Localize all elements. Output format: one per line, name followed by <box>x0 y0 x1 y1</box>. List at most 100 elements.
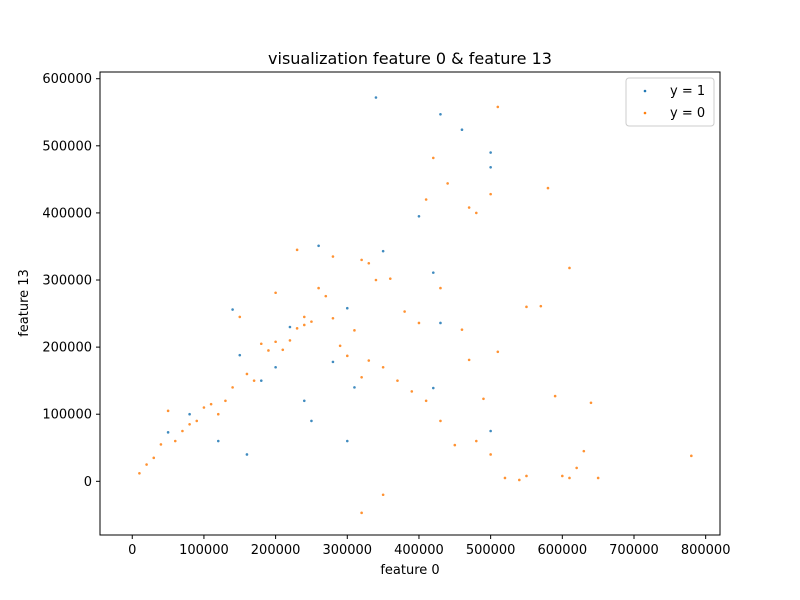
chart-title: visualization feature 0 & feature 13 <box>268 49 552 68</box>
data-point-y0 <box>518 478 521 482</box>
data-point-y0 <box>310 320 313 323</box>
data-point-y1 <box>417 214 421 218</box>
data-point-y0 <box>252 379 256 382</box>
x-tick-label: 400000 <box>394 543 444 558</box>
data-point-y0 <box>496 350 500 354</box>
data-point-y0 <box>403 310 406 313</box>
data-point-y0 <box>525 305 528 309</box>
data-point-y0 <box>589 401 593 405</box>
data-point-y0 <box>231 386 234 389</box>
data-point-y0 <box>353 329 356 332</box>
x-tick-label: 700000 <box>609 543 659 558</box>
y-axis-label: feature 13 <box>17 269 32 337</box>
data-point-y0 <box>302 315 306 319</box>
x-tick-label: 200000 <box>251 543 301 558</box>
x-tick-label: 100000 <box>179 543 229 558</box>
data-point-y0 <box>145 463 148 466</box>
data-point-y0 <box>209 402 213 406</box>
data-point-y0 <box>553 394 557 398</box>
data-point-y0 <box>575 466 578 470</box>
data-point-y1 <box>259 379 263 382</box>
data-point-y0 <box>338 344 342 348</box>
data-point-y0 <box>489 192 492 196</box>
x-tick-label: 600000 <box>537 543 587 558</box>
data-point-y0 <box>374 278 378 282</box>
plot-frame <box>99 71 721 536</box>
data-point-y0 <box>166 409 170 413</box>
data-point-y0 <box>360 258 363 262</box>
data-point-y0 <box>274 291 277 295</box>
data-point-y1 <box>489 151 492 154</box>
data-point-y0 <box>539 304 543 308</box>
data-point-y0 <box>295 327 299 330</box>
data-point-y1 <box>245 453 249 456</box>
scatter-points <box>138 96 693 515</box>
data-point-y0 <box>489 453 492 456</box>
data-point-y1 <box>460 128 464 132</box>
data-point-y0 <box>446 182 449 185</box>
data-point-y0 <box>159 443 163 446</box>
data-point-y0 <box>324 294 328 298</box>
data-point-y1 <box>288 325 292 329</box>
data-point-y1 <box>238 353 242 357</box>
x-tick-label: 800000 <box>681 543 731 558</box>
data-point-y0 <box>467 206 471 209</box>
x-axis-label: feature 0 <box>380 563 439 578</box>
data-point-y0 <box>317 286 320 290</box>
data-point-y1 <box>310 419 313 423</box>
data-point-y0 <box>460 328 464 331</box>
y-tick-label: 200000 <box>42 341 92 356</box>
data-point-y0 <box>181 429 184 433</box>
data-point-y1 <box>216 439 220 443</box>
data-point-y0 <box>360 376 363 379</box>
data-point-y0 <box>410 390 414 393</box>
data-point-y1 <box>381 249 385 253</box>
data-point-y0 <box>360 511 363 515</box>
data-point-y1 <box>353 386 356 389</box>
legend-label-y0: y = 0 <box>670 106 705 121</box>
data-point-y0 <box>302 323 306 327</box>
data-point-y1 <box>439 321 442 325</box>
legend: y = 1 y = 0 <box>625 77 715 127</box>
data-point-y0 <box>195 419 199 423</box>
data-point-y0 <box>367 359 371 362</box>
legend-marker-y1 <box>643 89 647 93</box>
data-point-y0 <box>525 474 528 478</box>
data-point-y1 <box>431 271 435 274</box>
legend-label-y1: y = 1 <box>670 84 705 99</box>
data-point-y0 <box>245 372 249 376</box>
data-point-y1 <box>231 308 234 311</box>
data-point-y0 <box>568 266 571 270</box>
y-tick-label: 400000 <box>42 206 92 221</box>
data-point-y0 <box>503 476 507 480</box>
data-point-y1 <box>166 431 170 434</box>
data-point-y0 <box>475 211 478 215</box>
data-point-y1 <box>302 399 306 403</box>
data-point-y0 <box>582 449 586 453</box>
data-point-y1 <box>331 360 335 364</box>
data-point-y0 <box>475 439 478 443</box>
data-point-y0 <box>417 321 421 325</box>
legend-marker-y0 <box>643 111 647 115</box>
data-point-y0 <box>274 340 277 344</box>
data-point-y1 <box>489 429 492 433</box>
data-point-y0 <box>482 397 485 401</box>
y-tick-label: 500000 <box>42 139 92 154</box>
y-axis-ticks: 0 100000 200000 300000 400000 500000 600000 <box>42 72 100 490</box>
data-point-y0 <box>331 316 335 320</box>
data-point-y0 <box>561 474 564 478</box>
x-axis-ticks: 0 100000 200000 300000 400000 500000 600000 700… <box>128 535 730 558</box>
data-point-y0 <box>431 156 435 160</box>
data-point-y1 <box>274 365 277 369</box>
data-point-y0 <box>331 255 335 258</box>
data-point-y0 <box>267 349 270 352</box>
data-point-y1 <box>431 386 435 390</box>
y-tick-label: 600000 <box>42 72 92 87</box>
y-tick-label: 300000 <box>42 274 92 289</box>
data-point-y0 <box>188 422 191 426</box>
data-point-y1 <box>188 412 191 416</box>
data-point-y1 <box>439 112 442 116</box>
data-point-y0 <box>173 439 177 443</box>
data-point-y1 <box>345 306 349 310</box>
y-tick-label: 100000 <box>42 408 92 423</box>
